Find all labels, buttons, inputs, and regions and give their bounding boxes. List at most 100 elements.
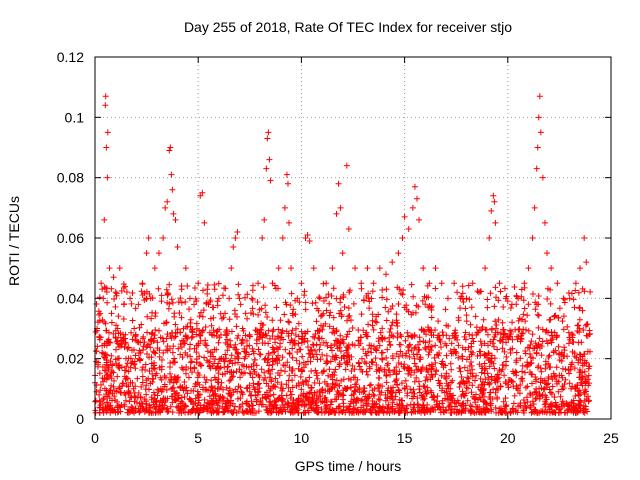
data-point [100,378,107,385]
data-point [466,331,473,338]
data-point [178,299,185,306]
data-point [256,351,263,358]
data-point [536,335,543,342]
data-point [494,329,501,336]
data-point [422,339,429,346]
data-point [572,280,579,287]
data-point [102,93,109,100]
data-point [425,368,432,375]
data-point [212,397,219,404]
y-axis-label: ROTI / TECUs [6,196,22,286]
data-point [337,299,344,306]
data-point [377,329,384,336]
data-point [309,341,316,348]
data-point [289,310,296,317]
data-point [167,403,174,410]
data-point [150,389,157,396]
data-point [547,300,554,307]
data-point [532,378,539,385]
data-point [99,349,106,356]
data-point [353,396,360,403]
data-point [164,299,171,306]
data-point [93,347,100,354]
data-point [152,326,159,333]
data-point [220,408,227,415]
data-point [375,311,382,318]
data-point [229,409,236,416]
data-point [250,380,257,387]
data-point [533,165,540,172]
data-point [536,93,543,100]
data-point [168,385,175,392]
data-point [108,319,115,326]
data-point [389,259,396,266]
data-point [158,366,165,373]
data-point [278,392,285,399]
data-point [395,250,402,257]
data-point [331,408,338,415]
data-point [107,358,114,365]
data-point [158,399,165,406]
data-point [187,365,194,372]
data-point [534,344,541,351]
data-point [447,390,454,397]
data-point [442,340,449,347]
chart-title: Day 255 of 2018, Rate Of TEC Index for r… [184,19,512,35]
data-point [391,409,398,416]
data-point [418,326,425,333]
data-point [143,344,150,351]
data-point [108,382,115,389]
data-point [576,351,583,358]
data-point [264,313,271,320]
data-point [328,293,335,300]
data-point [206,329,213,336]
data-point [330,325,337,332]
data-point [473,324,480,331]
data-point [500,303,507,310]
data-point [305,344,312,351]
data-point [201,354,208,361]
data-point [533,395,540,402]
data-point [437,344,444,351]
data-point [525,265,532,272]
data-point [208,384,215,391]
data-point [158,376,165,383]
data-point [351,366,358,373]
data-point [144,329,151,336]
data-point [336,390,343,397]
data-point [509,336,516,343]
data-point [215,339,222,346]
data-point [517,338,524,345]
data-point [177,341,184,348]
data-point [175,395,182,402]
data-point [370,404,377,411]
data-point [294,348,301,355]
data-point [522,318,529,325]
data-point [145,375,152,382]
data-point [572,385,579,392]
data-point [351,388,358,395]
data-point [110,377,117,384]
data-point [210,360,217,367]
data-point [171,313,178,320]
data-point [167,144,174,151]
data-point [474,404,481,411]
data-point [203,342,210,349]
data-point [490,386,497,393]
data-point [301,292,308,299]
data-point [134,375,141,382]
data-point [538,368,545,375]
data-point [264,356,271,363]
data-point [585,372,592,379]
data-point [178,344,185,351]
data-point [102,102,109,109]
data-point [570,404,577,411]
data-point [147,405,154,412]
data-point [325,372,332,379]
data-point [329,329,336,336]
data-point [493,321,500,328]
data-point [491,333,498,340]
data-point [430,332,437,339]
data-point [250,348,257,355]
data-point [495,409,502,416]
